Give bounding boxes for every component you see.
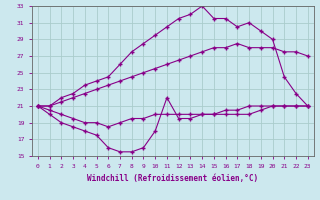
X-axis label: Windchill (Refroidissement éolien,°C): Windchill (Refroidissement éolien,°C) xyxy=(87,174,258,183)
